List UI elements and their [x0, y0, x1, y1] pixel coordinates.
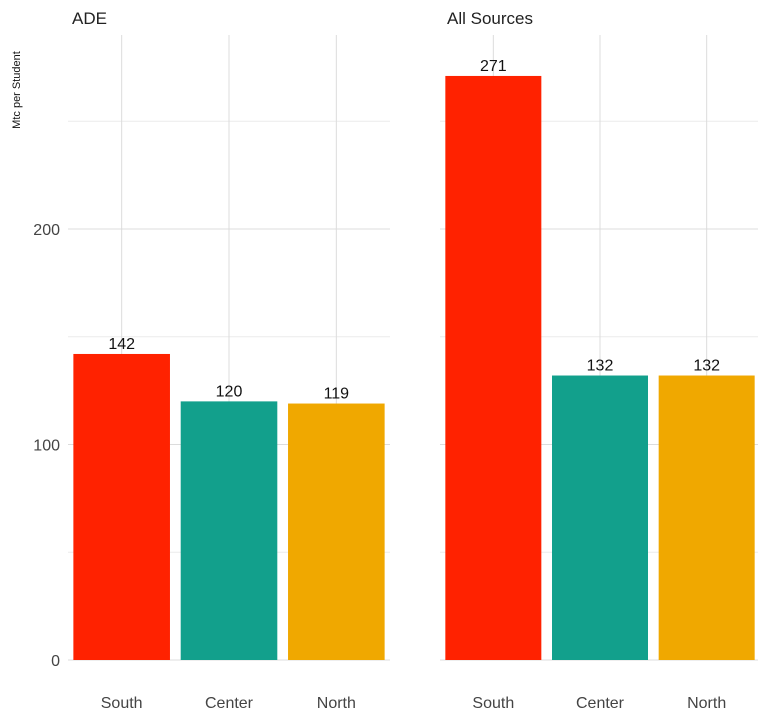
data-label: 132 — [587, 358, 614, 375]
x-tick-label: Center — [576, 695, 625, 712]
bar-north — [658, 375, 755, 660]
panel-all-sources: All Sources 271 South 132 Center 132 North — [440, 9, 758, 712]
panel-ade: ADE 142 South 120 Center 119 North — [68, 9, 390, 712]
bar-south — [445, 75, 542, 661]
bar-south — [73, 353, 170, 660]
data-label: 119 — [324, 386, 350, 403]
y-tick-label: 100 — [33, 437, 60, 454]
data-label: 132 — [693, 358, 720, 375]
data-label: 142 — [108, 336, 135, 353]
data-label: 271 — [480, 58, 507, 75]
y-tick-label: 200 — [33, 222, 60, 239]
bar-center — [552, 375, 648, 660]
x-tick-label: South — [472, 695, 514, 712]
panel-title: All Sources — [447, 9, 533, 28]
bar-north — [288, 403, 385, 660]
data-label: 120 — [216, 383, 243, 400]
bar-center — [180, 401, 278, 660]
x-tick-label: South — [101, 695, 143, 712]
y-axis-label: Mtc per Student — [11, 51, 23, 129]
x-tick-label: North — [687, 695, 726, 712]
y-tick-label: 0 — [51, 653, 60, 670]
y-axis: 0 100 200 — [33, 222, 60, 670]
x-tick-label: Center — [205, 695, 254, 712]
panel-title: ADE — [72, 9, 107, 28]
x-tick-label: North — [317, 695, 356, 712]
